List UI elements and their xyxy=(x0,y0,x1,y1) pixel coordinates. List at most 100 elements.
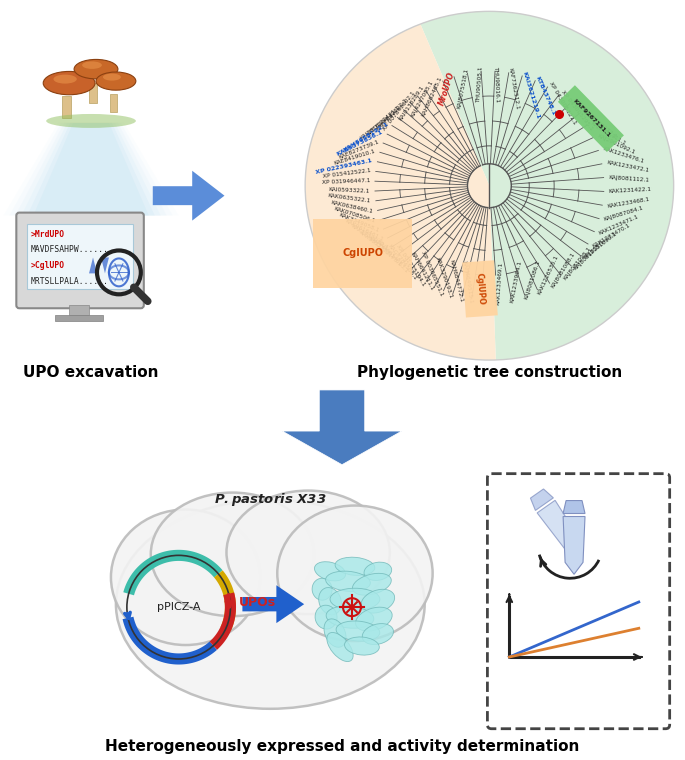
Ellipse shape xyxy=(227,491,390,614)
Text: KAI3621219.1: KAI3621219.1 xyxy=(521,71,540,119)
Polygon shape xyxy=(101,258,109,274)
Text: CglUPO: CglUPO xyxy=(474,273,486,306)
Text: KAJ8075518.1: KAJ8075518.1 xyxy=(456,68,469,109)
Text: KAK3372173.1: KAK3372173.1 xyxy=(366,235,402,268)
Text: XP 015412522.1: XP 015412522.1 xyxy=(323,168,371,179)
Text: KAJ8081088.1: KAJ8081088.1 xyxy=(550,251,576,289)
Ellipse shape xyxy=(325,572,371,591)
Bar xyxy=(27,223,133,290)
Polygon shape xyxy=(530,489,553,511)
Text: KAK1233468.1: KAK1233468.1 xyxy=(607,196,650,208)
Polygon shape xyxy=(305,24,496,360)
Text: KAJ8081090.1: KAJ8081090.1 xyxy=(583,232,619,261)
Polygon shape xyxy=(563,517,585,575)
Ellipse shape xyxy=(43,71,95,95)
Ellipse shape xyxy=(330,588,380,610)
Text: >MrdUPO: >MrdUPO xyxy=(30,230,64,239)
Text: KAJ2901092.1: KAJ2901092.1 xyxy=(597,133,636,155)
Ellipse shape xyxy=(353,573,391,595)
Ellipse shape xyxy=(326,606,374,629)
Bar xyxy=(55,315,103,321)
Text: KAF7840602.1: KAF7840602.1 xyxy=(375,97,409,131)
Text: KAG7284506.1: KAG7284506.1 xyxy=(386,243,417,281)
Text: KAK1226535.1: KAK1226535.1 xyxy=(537,254,560,296)
Ellipse shape xyxy=(324,619,346,648)
Text: KAK0616461.1: KAK0616461.1 xyxy=(344,219,384,242)
Ellipse shape xyxy=(327,632,353,661)
Text: KAF7522421.1: KAF7522421.1 xyxy=(366,105,401,137)
Text: XP 001225194.1: XP 001225194.1 xyxy=(395,244,425,287)
Text: KAI0138289.1: KAI0138289.1 xyxy=(398,85,425,122)
Polygon shape xyxy=(537,500,580,554)
Ellipse shape xyxy=(336,621,379,641)
Ellipse shape xyxy=(356,607,393,631)
Text: UPO excavation: UPO excavation xyxy=(23,365,159,380)
Ellipse shape xyxy=(364,562,392,581)
Text: KAI2816294.1: KAI2816294.1 xyxy=(359,112,395,141)
Text: KAK0708506.1: KAK0708506.1 xyxy=(334,206,376,223)
Text: >CglUPO: >CglUPO xyxy=(30,261,64,271)
Text: KAH8662465.1: KAH8662465.1 xyxy=(421,75,443,117)
Text: pPICZ-A: pPICZ-A xyxy=(157,602,201,612)
Ellipse shape xyxy=(53,74,77,84)
Ellipse shape xyxy=(312,578,332,600)
Text: KAK1231422.1: KAK1231422.1 xyxy=(609,187,652,194)
Text: XP 043005295.1: XP 043005295.1 xyxy=(560,89,594,131)
Polygon shape xyxy=(21,123,161,216)
Ellipse shape xyxy=(82,62,102,69)
Ellipse shape xyxy=(116,499,425,709)
Polygon shape xyxy=(421,11,673,360)
Ellipse shape xyxy=(314,562,346,581)
Text: KAJ4247085.1: KAJ4247085.1 xyxy=(410,80,434,119)
Text: KAK1233471.1: KAK1233471.1 xyxy=(598,214,639,236)
Text: KAJ8081215.1: KAJ8081215.1 xyxy=(573,239,606,271)
Polygon shape xyxy=(242,585,304,623)
FancyBboxPatch shape xyxy=(488,473,670,729)
Ellipse shape xyxy=(103,74,121,81)
Text: XP 022393463.1: XP 022393463.1 xyxy=(316,158,373,176)
Text: KAK1233469.1: KAK1233469.1 xyxy=(495,261,503,306)
Polygon shape xyxy=(15,123,166,216)
Bar xyxy=(62,96,71,118)
Text: KAE8373856.1: KAE8373856.1 xyxy=(336,130,384,157)
Ellipse shape xyxy=(111,509,260,645)
Text: XP 007840602.1: XP 007840602.1 xyxy=(382,91,416,132)
Text: XP 031946447.1: XP 031946447.1 xyxy=(321,179,370,185)
Ellipse shape xyxy=(361,589,395,613)
Text: KAH6649515.1: KAH6649515.1 xyxy=(462,261,473,304)
Text: THU98016.1: THU98016.1 xyxy=(493,66,499,103)
Text: MroUPO: MroUPO xyxy=(438,71,457,106)
Text: KAF7362512.1: KAF7362512.1 xyxy=(507,68,519,110)
Text: UPOs: UPOs xyxy=(238,596,275,609)
Text: KAK1233964.1: KAK1233964.1 xyxy=(510,260,523,303)
Ellipse shape xyxy=(151,492,314,616)
Text: KAJ8087084.1: KAJ8087084.1 xyxy=(603,206,644,223)
Polygon shape xyxy=(27,123,155,216)
Text: KAK3349058.1: KAK3349058.1 xyxy=(338,212,379,233)
Text: KAE8419010.1: KAE8419010.1 xyxy=(333,148,376,166)
Text: KAJ8081095.1: KAJ8081095.1 xyxy=(562,245,592,280)
Text: KAK3290193.1: KAK3290193.1 xyxy=(435,257,453,299)
Text: KAG6614663.1: KAG6614663.1 xyxy=(376,239,410,274)
Text: KAJ8081112.1: KAJ8081112.1 xyxy=(608,175,649,182)
Text: KAK0638460.1: KAK0638460.1 xyxy=(330,200,373,214)
Ellipse shape xyxy=(335,557,375,575)
Text: KAK1832933.1: KAK1832933.1 xyxy=(358,230,395,260)
Ellipse shape xyxy=(315,605,337,629)
Text: KAK1233477.1: KAK1233477.1 xyxy=(581,109,618,140)
Text: KAK1233470.1: KAK1233470.1 xyxy=(591,223,631,249)
Text: MAVDFSAHPW......: MAVDFSAHPW...... xyxy=(30,245,108,255)
Text: CglUPO: CglUPO xyxy=(342,249,383,258)
Ellipse shape xyxy=(345,637,379,655)
Text: THU90505.1: THU90505.1 xyxy=(475,66,483,103)
Text: KAH8658192.1: KAH8658192.1 xyxy=(342,121,389,153)
FancyBboxPatch shape xyxy=(16,213,144,309)
Polygon shape xyxy=(89,258,97,274)
Text: KAJ8081111.1: KAJ8081111.1 xyxy=(590,121,627,147)
Text: KAF9267131.1: KAF9267131.1 xyxy=(571,99,610,139)
Bar xyxy=(69,306,89,315)
Text: KAK1233476.1: KAK1233476.1 xyxy=(602,147,645,165)
Text: KAK0635322.1: KAK0635322.1 xyxy=(327,193,371,204)
Bar xyxy=(89,83,97,103)
Text: Phylogenetic tree construction: Phylogenetic tree construction xyxy=(357,365,622,380)
